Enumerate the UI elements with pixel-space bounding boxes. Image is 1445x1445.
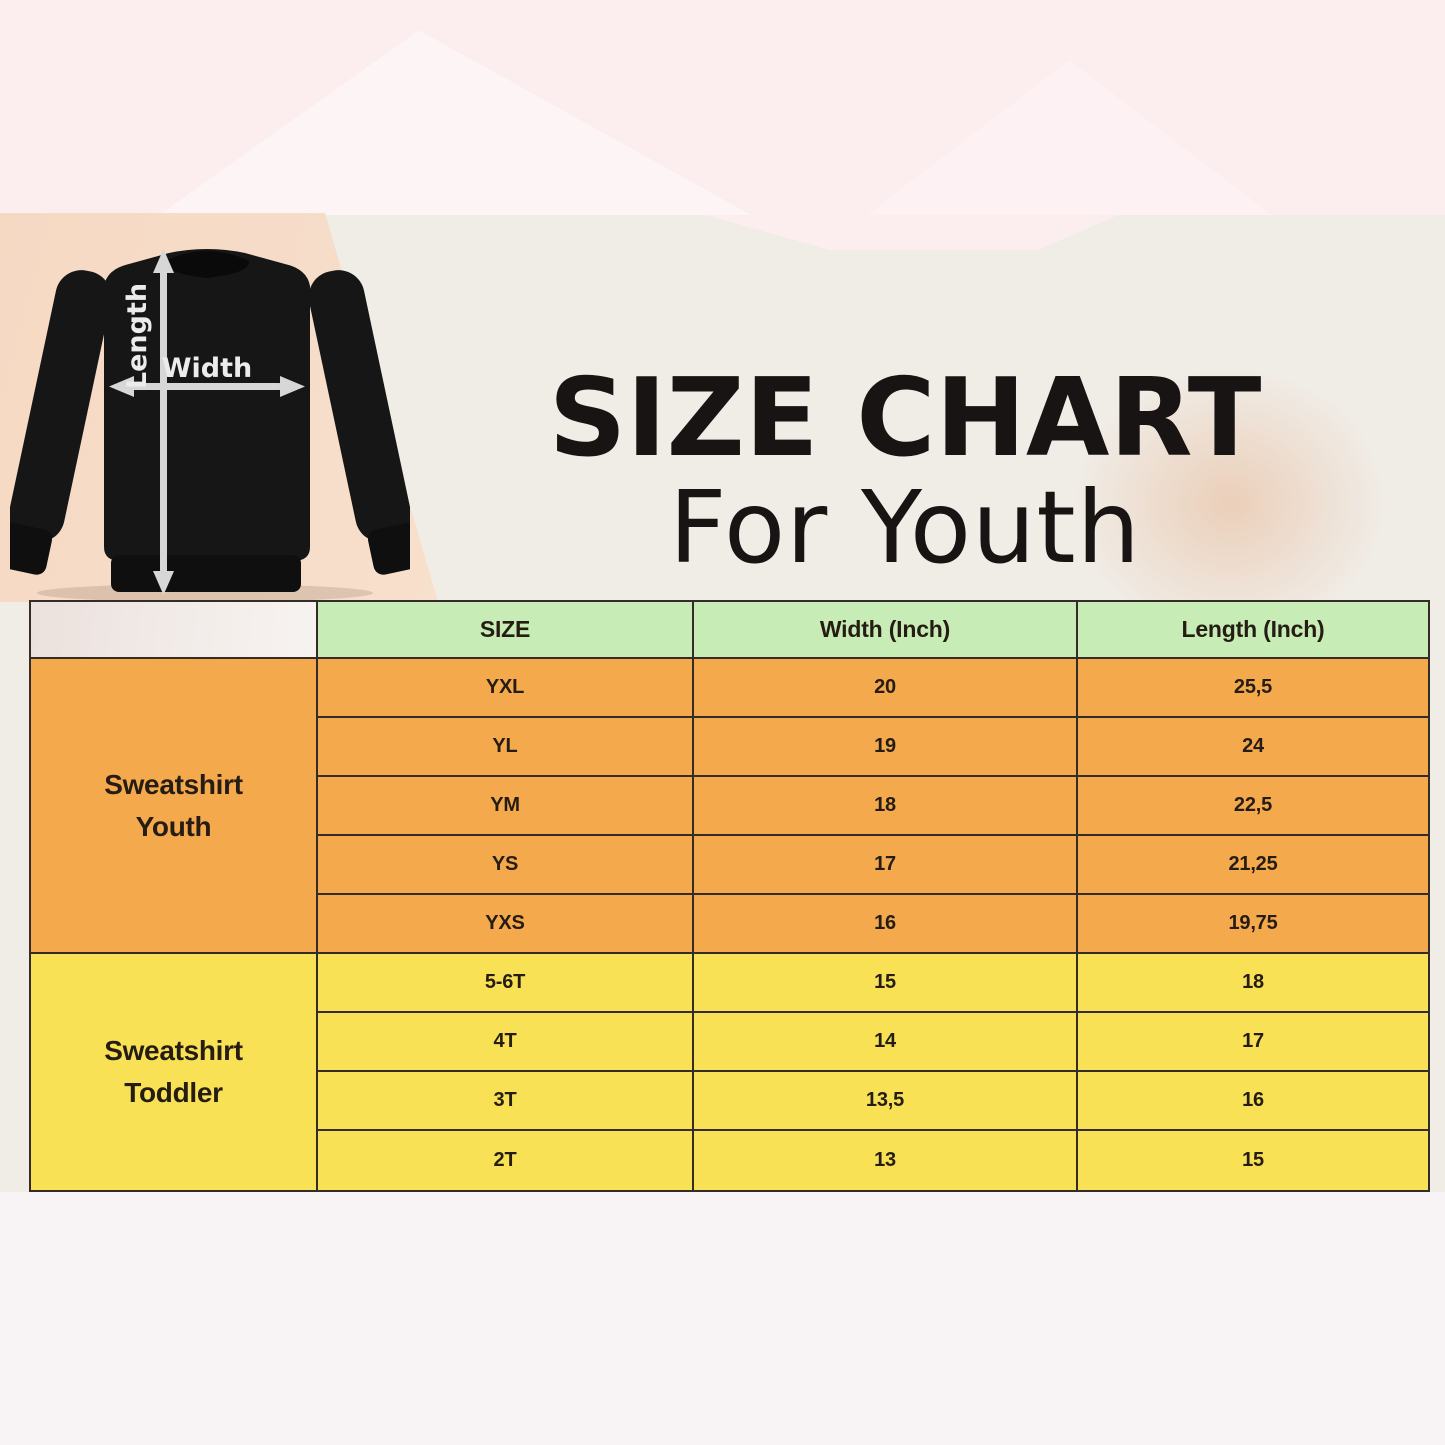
length-cell: 25,5 — [1078, 659, 1428, 718]
size-cell: 3T — [318, 1072, 694, 1131]
length-label: Length — [122, 283, 153, 389]
hem-band — [111, 555, 301, 592]
length-cell: 15 — [1078, 1131, 1428, 1190]
size-cell: YXS — [318, 895, 694, 954]
group-label-cell: Sweatshirt Toddler — [31, 954, 318, 1190]
col-header-width: Width (Inch) — [694, 602, 1078, 659]
title-block: SIZE CHART For Youth — [505, 356, 1305, 587]
width-cell: 16 — [694, 895, 1078, 954]
size-cell: 4T — [318, 1013, 694, 1072]
width-cell: 20 — [694, 659, 1078, 718]
group-label-line1: Sweatshirt — [104, 768, 243, 800]
width-cell: 18 — [694, 777, 1078, 836]
group-label-cell: Sweatshirt Youth — [31, 659, 318, 954]
length-cell: 19,75 — [1078, 895, 1428, 954]
width-arrow — [109, 376, 305, 397]
size-cell: 2T — [318, 1131, 694, 1190]
peach-soft-blob — [1075, 368, 1385, 638]
length-cell: 24 — [1078, 718, 1428, 777]
length-cell: 18 — [1078, 954, 1428, 1013]
sweatshirt-illustration: Length Width — [0, 249, 425, 602]
size-cell: YM — [318, 777, 694, 836]
size-cell: YS — [318, 836, 694, 895]
width-cell: 17 — [694, 836, 1078, 895]
left-sleeve — [0, 270, 112, 575]
col-header-length: Length (Inch) — [1078, 602, 1428, 659]
length-cell: 22,5 — [1078, 777, 1428, 836]
collar — [164, 251, 250, 278]
width-label: Width — [162, 353, 253, 384]
sweatshirt-diagram: Length Width — [0, 240, 425, 610]
width-cell: 13 — [694, 1131, 1078, 1190]
length-arrow — [153, 249, 174, 595]
col-header-size: SIZE — [318, 602, 694, 659]
length-cell: 17 — [1078, 1013, 1428, 1072]
width-cell: 15 — [694, 954, 1078, 1013]
bottom-light-strip — [0, 1192, 1445, 1445]
size-table: SIZE Width (Inch) Length (Inch) Sweatshi… — [29, 600, 1430, 1192]
group-label-line1: Sweatshirt — [104, 1035, 243, 1066]
group-label-line2: Youth — [135, 810, 212, 842]
length-cell: 21,25 — [1078, 836, 1428, 895]
page-subtitle: For Youth — [669, 469, 1141, 587]
size-cell: YXL — [318, 659, 694, 718]
table-corner-cell — [31, 602, 318, 659]
right-sleeve — [308, 270, 425, 575]
length-cell: 16 — [1078, 1072, 1428, 1131]
width-cell: 13,5 — [694, 1072, 1078, 1131]
width-cell: 19 — [694, 718, 1078, 777]
page-title: SIZE CHART — [548, 356, 1262, 481]
group-label-line2: Toddler — [124, 1077, 223, 1108]
sweatshirt-body — [104, 249, 310, 561]
top-pink-band — [0, 0, 1445, 250]
size-cell: 5-6T — [318, 954, 694, 1013]
size-cell: YL — [318, 718, 694, 777]
width-cell: 14 — [694, 1013, 1078, 1072]
